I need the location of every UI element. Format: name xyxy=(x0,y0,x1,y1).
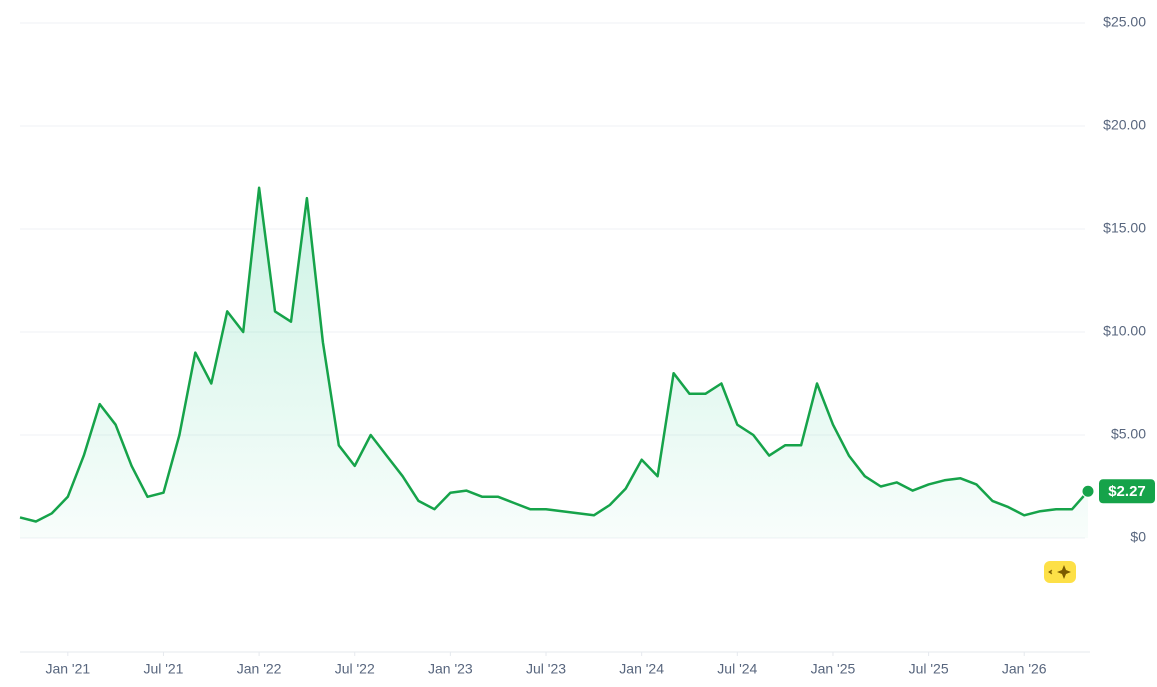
price-label: $2.27 xyxy=(1108,483,1146,500)
x-tick-label: Jan '25 xyxy=(811,661,856,677)
x-tick-label: Jan '23 xyxy=(428,661,473,677)
x-tick-label: Jul '25 xyxy=(909,661,949,677)
y-tick-label: $5.00 xyxy=(1111,426,1146,442)
y-tick-label: $15.00 xyxy=(1103,220,1146,236)
price-badge xyxy=(1099,479,1155,504)
y-tick-label: $0 xyxy=(1130,529,1146,545)
y-tick-label: $10.00 xyxy=(1103,323,1146,339)
x-tick-label: Jul '23 xyxy=(526,661,566,677)
x-tick-label: Jul '21 xyxy=(143,661,183,677)
area xyxy=(20,187,1088,539)
x-tick-label: Jul '24 xyxy=(717,661,757,677)
x-tick-label: Jan '26 xyxy=(1002,661,1047,677)
price-line xyxy=(19,186,1089,523)
x-tick-label: Jan '22 xyxy=(237,661,282,677)
ai-icon[interactable] xyxy=(1044,561,1076,583)
x-tick-label: Jan '24 xyxy=(619,661,664,677)
x-tick-label: Jan '21 xyxy=(45,661,90,677)
last-point xyxy=(1081,484,1095,498)
y-tick-label: $25.00 xyxy=(1103,14,1146,30)
x-tick-label: Jul '22 xyxy=(335,661,375,677)
y-tick-label: $20.00 xyxy=(1103,117,1146,133)
